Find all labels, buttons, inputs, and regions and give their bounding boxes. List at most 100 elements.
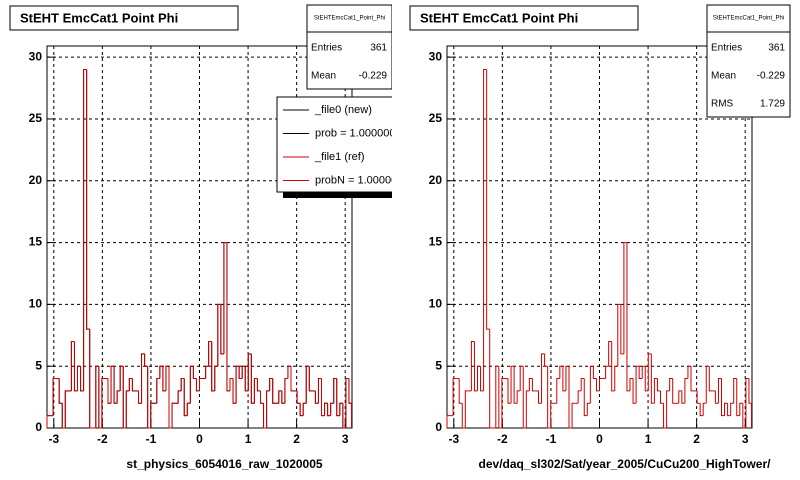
- histogram-bin: [58, 378, 63, 404]
- x-tick-label: 3: [742, 432, 749, 446]
- histogram-bin: [324, 402, 328, 416]
- histogram-bin: [333, 378, 337, 404]
- histogram-bin: [605, 365, 609, 379]
- histogram-bin: [263, 403, 267, 429]
- histogram-bin: [721, 378, 725, 417]
- histogram-bin: [339, 402, 343, 416]
- histogram-bin: [86, 69, 90, 330]
- title-box: [9, 5, 239, 31]
- x-tick-label: -1: [546, 432, 557, 446]
- legend-entry: _file0 (new): [314, 104, 372, 116]
- histogram-bin: [638, 366, 643, 380]
- y-tick-label: 30: [29, 49, 43, 63]
- stats-value: -0.229: [359, 71, 388, 82]
- histogram-bin: [501, 378, 505, 428]
- legend-note: probN = 1.00000: [315, 174, 397, 186]
- histogram-bin: [623, 242, 627, 354]
- stats-value: 1.729: [760, 99, 785, 110]
- histogram-bin: [122, 366, 127, 429]
- histogram-bin: [125, 390, 130, 428]
- legend-note: prob = 1.000000: [315, 127, 395, 139]
- histogram-bin: [138, 390, 142, 404]
- histogram-bin: [528, 378, 533, 391]
- stats-value: 361: [370, 43, 387, 54]
- histogram-bin: [281, 390, 285, 404]
- histogram-bin: [678, 390, 682, 404]
- x-tick-label: 0: [196, 432, 203, 446]
- histogram-bin: [296, 390, 301, 404]
- x-tick-label: 1: [245, 432, 252, 446]
- histogram-bin: [226, 242, 230, 392]
- stats-value: -0.229: [757, 71, 786, 82]
- histogram-bin: [525, 390, 530, 428]
- histogram-bin: [647, 353, 652, 391]
- histogram-bin: [644, 366, 649, 392]
- histogram-bin: [189, 365, 194, 404]
- histogram-bin: [617, 303, 621, 367]
- histogram-bin: [244, 366, 249, 392]
- x-axis-label: st_physics_6054016_raw_1020005: [126, 457, 322, 471]
- histogram-bin: [724, 402, 728, 416]
- title-box: [409, 5, 639, 31]
- histogram-bin: [70, 340, 75, 391]
- histogram-bin: [684, 378, 688, 404]
- histogram-bin: [641, 365, 646, 379]
- histogram-bin: [95, 365, 99, 428]
- histogram-bin: [253, 378, 258, 404]
- histogram-bin: [342, 403, 346, 429]
- histogram-bin: [199, 378, 203, 391]
- histogram-bin: [116, 390, 121, 404]
- histogram-bin: [687, 365, 691, 379]
- histogram-bin: [141, 353, 145, 404]
- histogram-bin: [702, 402, 707, 416]
- y-tick-label: 10: [429, 297, 443, 311]
- histogram-bin: [562, 366, 566, 392]
- histogram-bin: [650, 353, 655, 404]
- histogram-bin: [101, 378, 105, 428]
- histogram-bin: [461, 403, 466, 429]
- y-tick-label: 0: [35, 420, 42, 434]
- stats-box: [306, 4, 392, 90]
- histogram-bin: [156, 378, 160, 404]
- histogram-bin: [208, 340, 212, 367]
- histogram-bin: [699, 403, 704, 417]
- histogram-bin: [113, 366, 118, 404]
- x-tick-label: 0: [596, 432, 603, 446]
- histogram-bin: [672, 378, 676, 404]
- histogram-bin: [220, 304, 224, 355]
- histogram-bin: [159, 365, 163, 379]
- histogram-bin: [696, 390, 701, 404]
- histogram-bin: [477, 365, 481, 391]
- histogram-bin: [739, 402, 743, 416]
- histogram-bin: [107, 378, 112, 404]
- histogram-bin: [150, 402, 154, 428]
- histogram-bin: [205, 365, 209, 379]
- histogram-bin: [327, 403, 331, 417]
- stats-title: StEHTEmcCat1_Point_Phi: [713, 16, 784, 22]
- histogram-bin: [110, 365, 115, 404]
- histogram-bin: [241, 365, 246, 379]
- histogram-bin: [550, 402, 554, 428]
- histogram-bin: [730, 402, 734, 416]
- histogram-bin: [748, 378, 752, 404]
- histogram-bin: [345, 378, 349, 428]
- histogram-bin: [247, 353, 252, 391]
- y-tick-label: 30: [429, 49, 443, 63]
- histogram-bin: [46, 415, 51, 428]
- histogram-bin: [690, 366, 695, 392]
- histogram-bin: [736, 378, 740, 417]
- histogram-bin: [229, 378, 234, 391]
- histogram-bin: [656, 378, 661, 392]
- histogram-bin: [708, 366, 713, 392]
- y-tick-label: 20: [29, 173, 43, 187]
- panel: StEHT EmcCat1 Point Phi-3 -2 -1 0 1 2 30510152…: [9, 4, 397, 471]
- x-tick-label: 2: [693, 432, 700, 446]
- histogram-bin: [128, 378, 133, 391]
- histogram-bin: [568, 366, 573, 429]
- histogram-bin: [589, 365, 594, 404]
- histogram-bin: [61, 403, 66, 429]
- histogram-bin: [592, 366, 597, 380]
- stats-label: Entries: [311, 43, 342, 54]
- histogram-bin: [348, 378, 352, 404]
